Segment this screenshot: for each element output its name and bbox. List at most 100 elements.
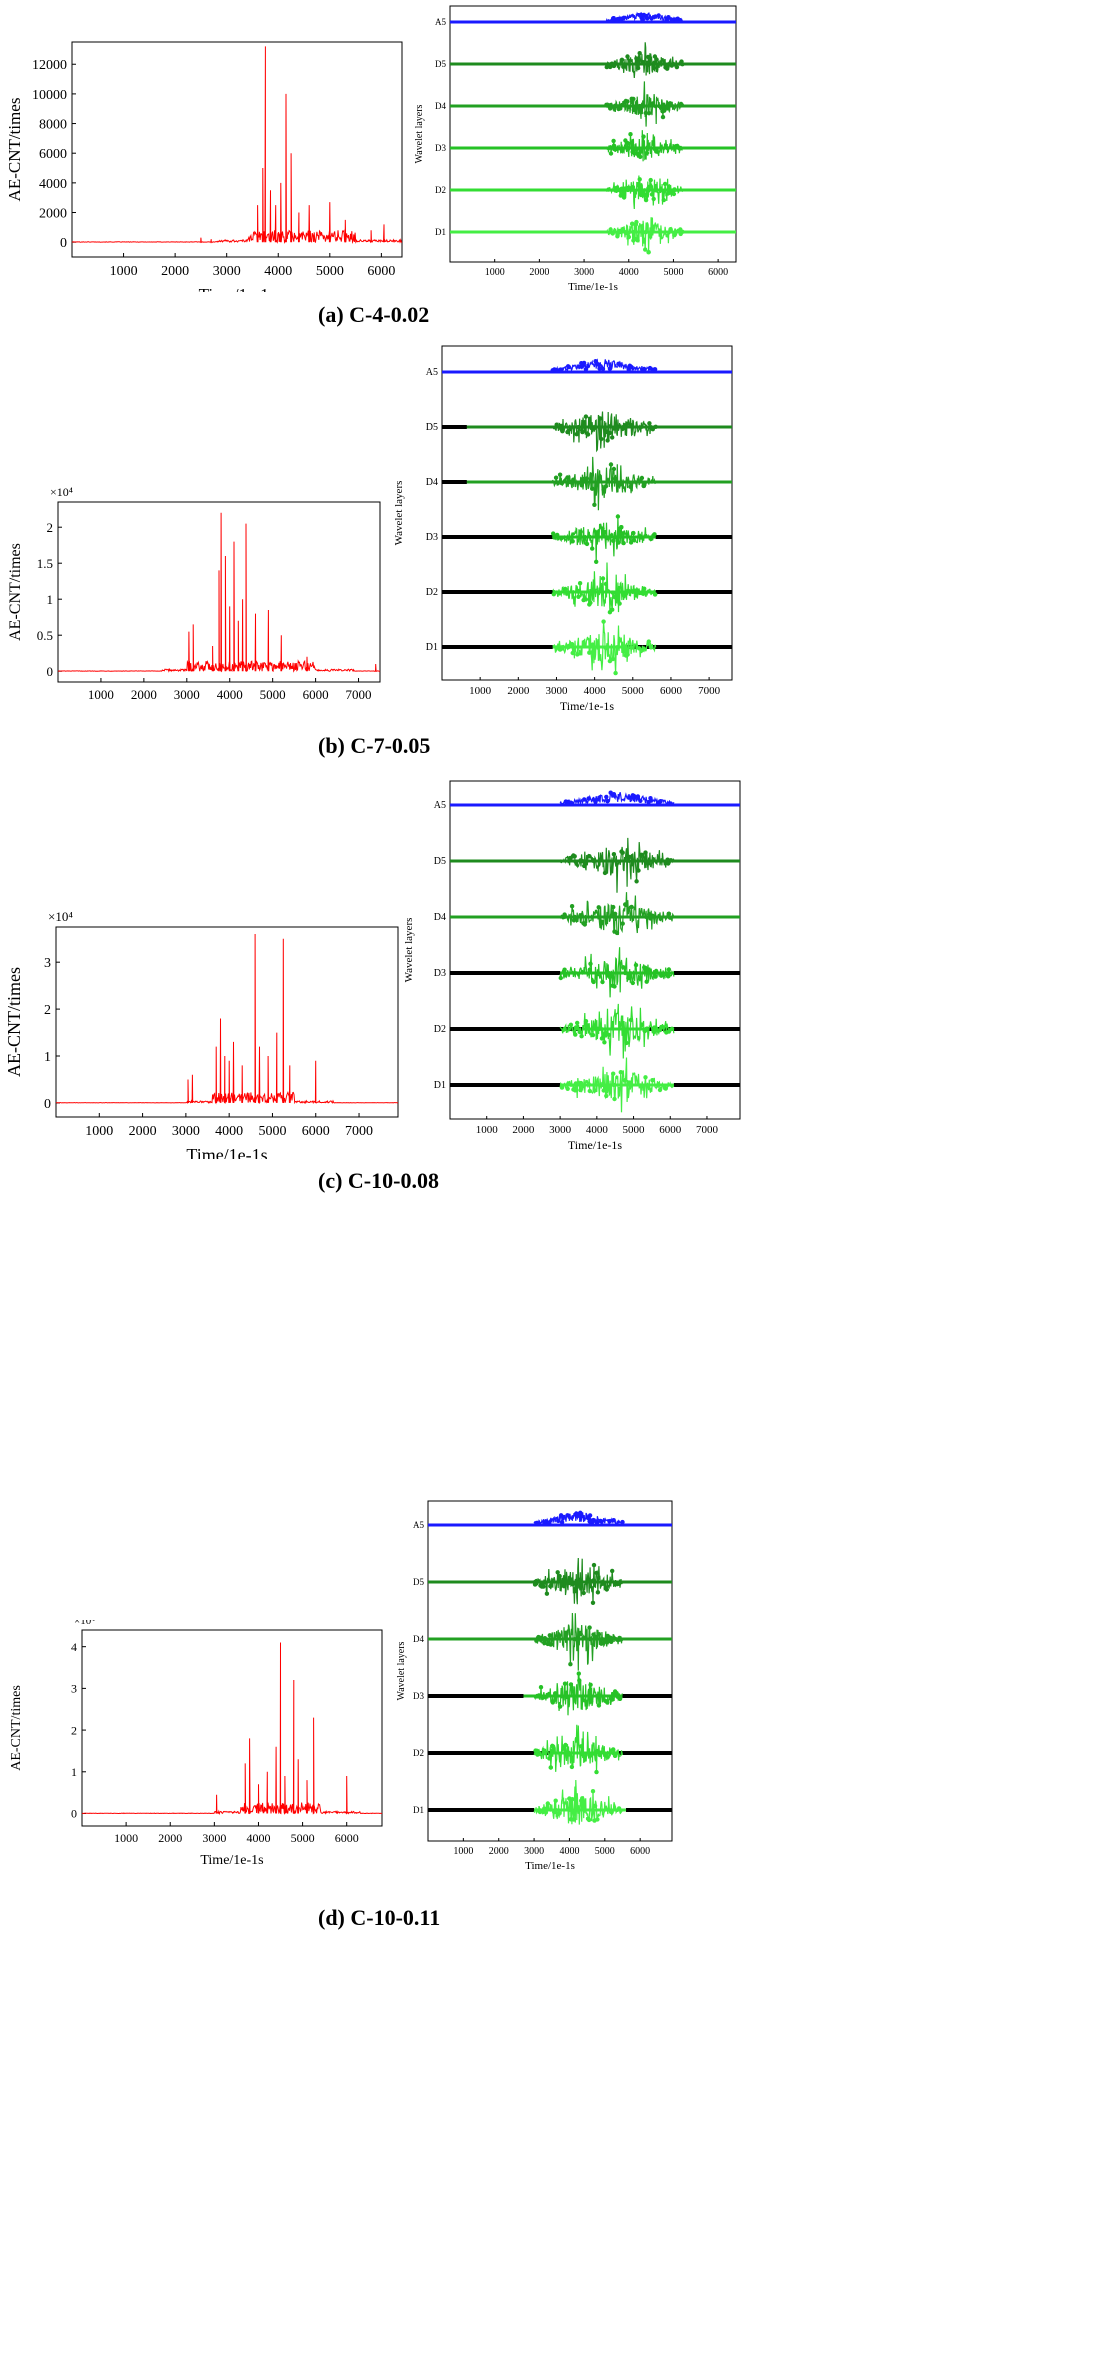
layer-marker (536, 1634, 541, 1640)
y-tick-label: 4 (71, 1640, 77, 1654)
x-tick-label: 3000 (545, 685, 568, 697)
caption-a: (a) C-4-0.02 (318, 302, 430, 327)
layer-marker (600, 576, 606, 581)
layer-marker (604, 64, 609, 70)
layer-marker (641, 483, 646, 489)
layer-marker (646, 111, 652, 116)
layer-marker (653, 974, 658, 979)
layer-marker (612, 594, 617, 600)
layer-marker (615, 1694, 620, 1699)
layer-signal-d2 (552, 562, 656, 613)
layer-marker (667, 915, 673, 920)
layer-marker (588, 600, 593, 605)
layer-marker (614, 1637, 620, 1642)
x-tick-label: 7000 (345, 1124, 373, 1139)
ae-chart-d: 1000 2000 3000 4000 5000 6000 0 1 2 3 4 ×10⁴ Time/1e… (9, 1620, 383, 1868)
layer-marker (568, 1682, 574, 1687)
layer-marker (567, 1796, 572, 1801)
layer-marker (658, 799, 663, 804)
layer-marker (568, 1662, 573, 1667)
layer-signal-d5 (605, 42, 683, 79)
x-axis-label: Time/1e-1s (525, 1860, 575, 1872)
layer-marker (678, 101, 684, 107)
layer-marker (619, 57, 625, 62)
layer-marker (581, 1636, 586, 1641)
layer-marker (586, 796, 591, 801)
layer-marker (559, 1085, 565, 1090)
layer-marker (633, 962, 639, 968)
layer-marker (625, 187, 631, 193)
layer-marker (550, 1700, 555, 1705)
layer-marker (657, 1087, 663, 1093)
layer-marker (643, 230, 648, 235)
layer-marker (602, 1040, 607, 1045)
layer-marker (643, 247, 648, 252)
layer-marker (642, 1028, 647, 1034)
layer-marker (588, 961, 593, 966)
layer-marker (661, 197, 666, 203)
layer-marker (565, 1806, 571, 1812)
layer-marker (623, 902, 628, 907)
layer-marker (599, 1519, 604, 1524)
layer-marker (591, 1632, 596, 1637)
y-axis-label: Wavelet layers (396, 1641, 407, 1700)
layer-marker (643, 193, 648, 198)
layer-marker (625, 54, 630, 59)
layer-marker (582, 797, 587, 802)
layer-marker (569, 642, 575, 647)
layer-marker (562, 967, 567, 972)
layer-marker (604, 1093, 609, 1099)
y-tick-label: 10000 (32, 88, 67, 103)
layer-marker (587, 854, 592, 859)
layer-marker (639, 475, 645, 481)
y-axis-label: Wavelet layers (414, 104, 425, 163)
x-tick-label: 3000 (202, 1831, 226, 1845)
layer-marker (600, 526, 605, 531)
layer-marker (638, 190, 643, 195)
layer-marker (565, 364, 571, 369)
y-tick-label: 1 (47, 592, 54, 607)
layer-marker (579, 912, 584, 918)
layer-marker (665, 191, 671, 196)
layer-marker (639, 852, 644, 857)
layer-marker (582, 922, 587, 927)
layer-marker (631, 107, 636, 113)
layer-marker (652, 592, 658, 597)
x-tick-label: 5000 (663, 267, 683, 278)
y-axis-label: AE-CNT/times (9, 1685, 24, 1771)
layer-marker (611, 1518, 616, 1523)
layer-marker (636, 868, 641, 873)
layer-marker (593, 359, 598, 364)
layer-marker (630, 99, 635, 104)
layer-marker (555, 368, 560, 373)
layer-marker (634, 56, 639, 61)
y-tick-label: 0 (47, 664, 54, 679)
layer-marker (590, 858, 596, 863)
layer-marker (582, 863, 587, 869)
layer-signal-d1 (533, 1779, 624, 1825)
x-tick-label: 2000 (529, 267, 549, 278)
layer-label-d5: D5 (426, 422, 438, 433)
layer-marker (573, 859, 579, 865)
layer-marker (542, 1694, 547, 1699)
layer-marker (536, 1579, 541, 1584)
layer-marker (594, 1769, 599, 1775)
ae-series-line (71, 46, 402, 244)
layer-marker (611, 17, 617, 22)
layer-marker (638, 425, 643, 430)
layer-marker (637, 103, 642, 109)
layer-marker (619, 102, 625, 108)
layer-marker (652, 14, 658, 19)
layer-marker (588, 1699, 594, 1704)
layer-label-d4: D4 (435, 101, 446, 111)
x-axis-label: Time/1e-1s (560, 699, 615, 713)
plot-frame (441, 345, 733, 681)
layer-marker (647, 421, 652, 426)
layer-marker (644, 979, 649, 984)
layer-marker (608, 102, 613, 108)
layer-marker (591, 1562, 597, 1568)
layer-marker (615, 645, 621, 650)
layer-marker (556, 1518, 561, 1523)
layer-marker (666, 861, 671, 866)
layer-marker (609, 1639, 614, 1644)
